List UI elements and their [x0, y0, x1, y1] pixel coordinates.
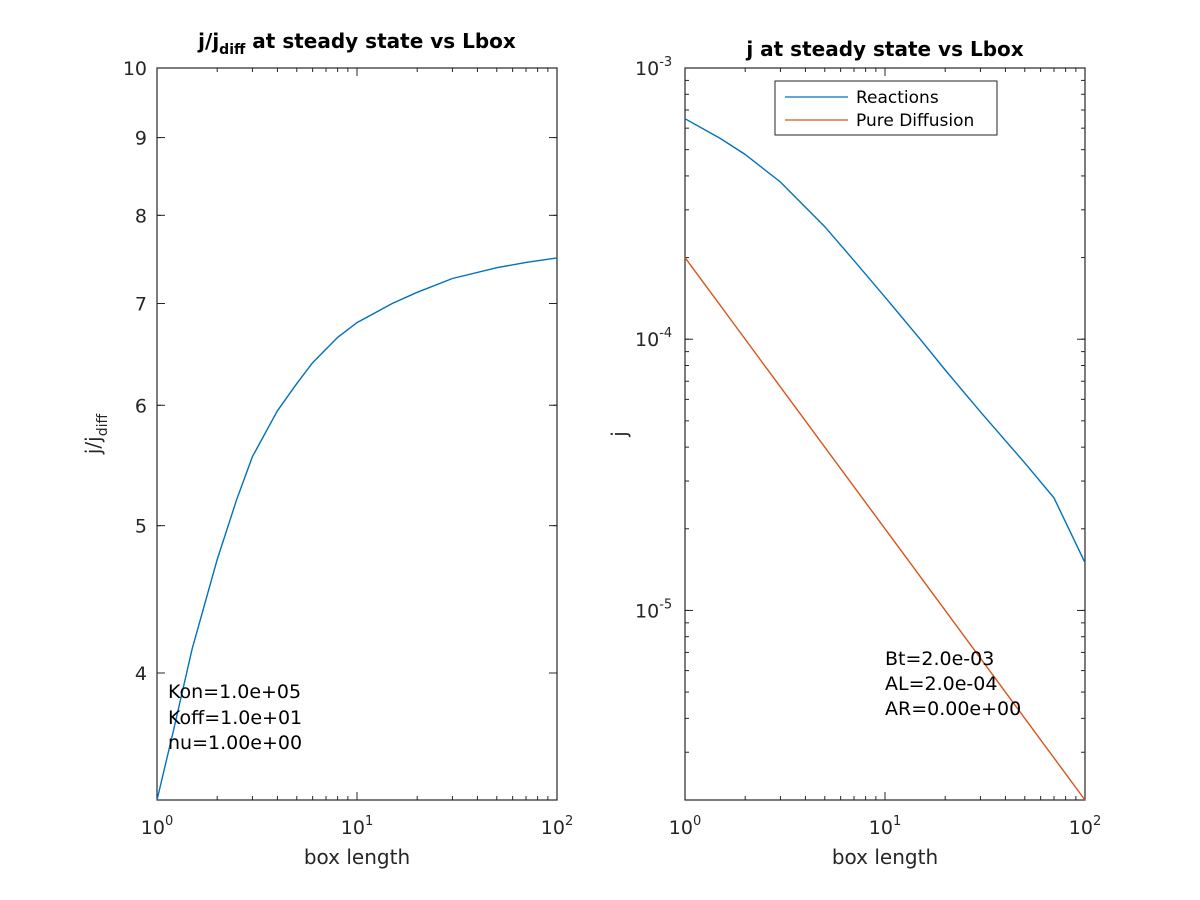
legend-label-reactions: Reactions: [856, 88, 939, 108]
right-y-axis-label: j: [607, 431, 631, 438]
right-x-axis-label: box length: [832, 845, 938, 869]
x-tick-label: 101: [869, 814, 901, 839]
y-tick-label: 10-3: [635, 55, 672, 80]
left-plot-area: [156, 67, 558, 801]
left-y-axis-label: j/jdiff: [81, 414, 111, 456]
right-plot-area: [684, 67, 1086, 801]
left-annotation-kon: Kon=1.0e+05: [168, 681, 301, 703]
y-tick-label: 6: [135, 395, 147, 417]
x-tick-label: 100: [669, 814, 701, 839]
right-annotation-bt: Bt=2.0e-03: [885, 648, 994, 670]
y-tick-label: 10-5: [635, 597, 672, 622]
legend-box: [774, 80, 998, 136]
right-series-group: [684, 118, 1086, 801]
x-tick-label: 102: [1069, 814, 1101, 839]
left-series-group: [156, 257, 558, 801]
y-tick-label: 10: [123, 58, 147, 80]
y-tick-label: 4: [135, 663, 147, 685]
legend-label-pure-diffusion: Pure Diffusion: [856, 111, 974, 131]
left-annotation-koff: Koff=1.0e+01: [168, 707, 302, 729]
y-tick-label: 7: [135, 293, 147, 315]
right-panel: j at steady state vs Lbox 100 101 10210-51…: [607, 37, 1101, 869]
y-tick-label: 9: [135, 128, 147, 150]
left-annotation-nu: nu=1.00e+00: [168, 732, 302, 754]
x-tick-label: 102: [541, 814, 573, 839]
right-annotation-al: AL=2.0e-04: [885, 673, 997, 695]
y-tick-label: 8: [135, 205, 147, 227]
left-panel: j/jdiff at steady state vs Lbox 100 101 10…: [81, 29, 573, 869]
legend: Reactions Pure Diffusion: [774, 80, 998, 136]
right-series-line-pure-diffusion: [684, 257, 1086, 801]
left-axes: 100 101 102 4 5 6 7 8 9 10: [123, 58, 573, 839]
left-title: j/jdiff at steady state vs Lbox: [197, 29, 516, 58]
right-title: j at steady state vs Lbox: [745, 37, 1023, 61]
x-tick-label: 100: [141, 814, 173, 839]
right-annotation-ar: AR=0.00e+00: [885, 698, 1021, 720]
left-series-line-curve: [156, 257, 558, 801]
y-tick-label: 10-4: [635, 326, 672, 351]
x-tick-label: 101: [341, 814, 373, 839]
y-tick-label: 5: [135, 516, 147, 538]
right-axes: 100 101 102 10-5 10-4 10-3: [635, 55, 1101, 839]
left-x-axis-label: box length: [304, 845, 410, 869]
right-series-line-reactions: [684, 118, 1086, 564]
